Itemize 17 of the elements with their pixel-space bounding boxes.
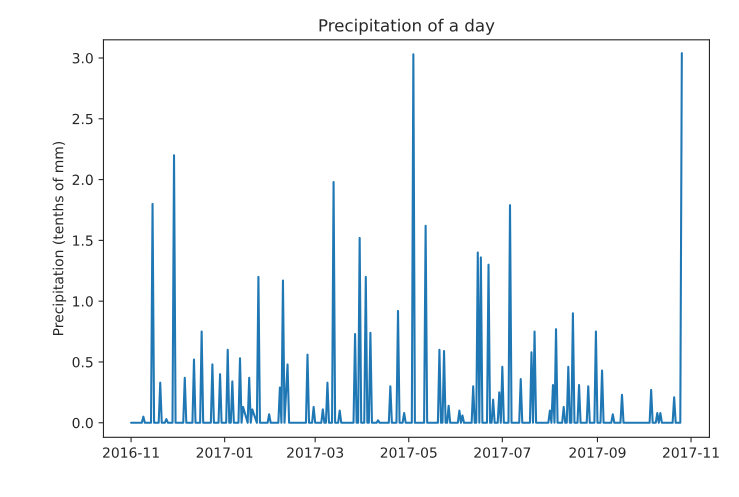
x-tick-label: 2016-11 [103, 447, 159, 458]
chart-title: Precipitation of a day [320, 18, 494, 35]
line-series [130, 52, 683, 424]
x-tick-label: 2017-05 [380, 447, 437, 458]
y-tick-label: 0.5 [72, 356, 93, 368]
x-tick-label: 2017-07 [474, 447, 530, 458]
y-tick-label: 0.0 [72, 418, 93, 428]
x-tick-label: 2017-09 [569, 447, 626, 458]
y-tick-label: 1.0 [73, 296, 93, 307]
x-tick-label: 2017-11 [663, 447, 719, 458]
x-tick-label: 2017-01 [196, 447, 252, 458]
y-tick-label: 2.0 [72, 174, 93, 186]
x-tick-label: 2017-03 [287, 447, 344, 458]
y-axis-title: Precipitation (tenths of mm) [52, 142, 66, 335]
y-tick-label: 3.0 [72, 52, 93, 64]
y-tick-label: 1.5 [73, 236, 93, 246]
y-tick-label: 2.5 [72, 114, 93, 124]
